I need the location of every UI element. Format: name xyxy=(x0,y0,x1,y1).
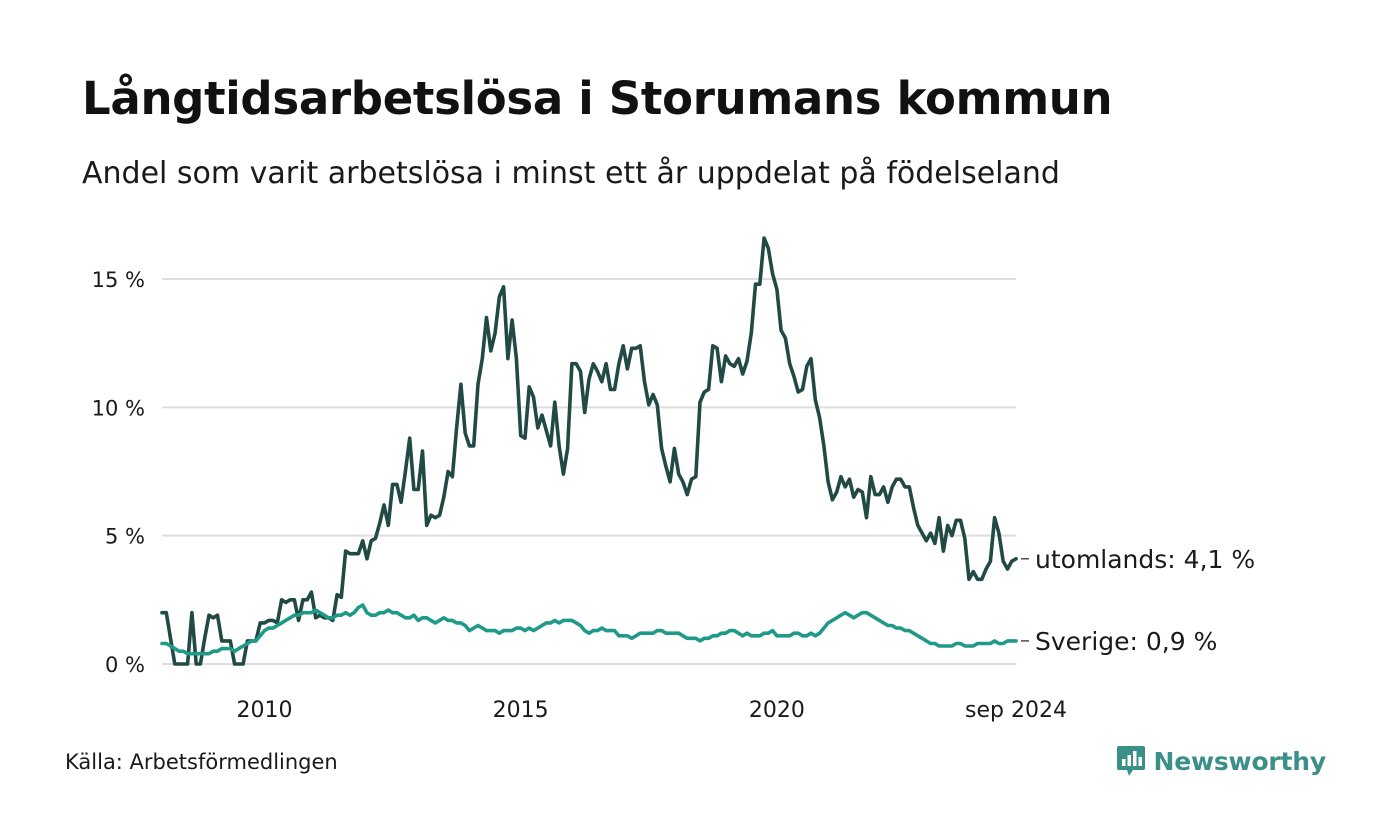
end-label-sverige: Sverige: 0,9 % xyxy=(1035,627,1217,656)
x-tick-label: sep 2024 xyxy=(965,698,1067,723)
y-tick-label: 10 % xyxy=(92,396,145,420)
brand-name: Newsworthy xyxy=(1153,746,1327,776)
x-tick-label: 2010 xyxy=(236,698,292,723)
newsworthy-logo-icon xyxy=(1116,746,1145,776)
series-end-labels: utomlands: 4,1 % Sverige: 0,9 % xyxy=(1021,545,1255,656)
chart-title: Långtidsarbetslösa i Storumans kommun xyxy=(82,72,1113,125)
x-tick-label: 2015 xyxy=(493,698,549,723)
x-axis: 2010 2015 2020 sep 2024 xyxy=(236,698,1066,723)
series-lines xyxy=(160,236,1018,666)
y-tick-label: 15 % xyxy=(92,268,145,292)
series-line-utomlands xyxy=(160,236,1018,666)
brand-logo: Newsworthy xyxy=(1116,744,1327,778)
series-line-sverige xyxy=(160,603,1018,656)
x-tick-label: 2020 xyxy=(749,698,805,723)
source-note: Källa: Arbetsförmedlingen xyxy=(65,750,338,774)
chart-subtitle: Andel som varit arbetslösa i minst ett å… xyxy=(82,156,1060,191)
end-label-utomlands: utomlands: 4,1 % xyxy=(1035,545,1255,574)
y-tick-label: 0 % xyxy=(105,653,145,677)
y-axis: 0 % 5 % 10 % 15 % xyxy=(92,268,145,677)
y-tick-label: 5 % xyxy=(105,525,145,549)
grid-lines xyxy=(162,278,1016,665)
